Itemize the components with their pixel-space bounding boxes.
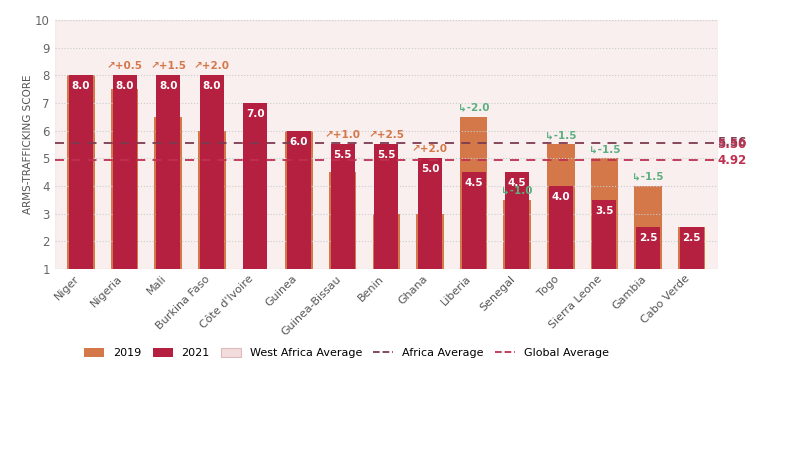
- Text: ↳-1.0: ↳-1.0: [501, 186, 533, 196]
- Text: ↗+1.5: ↗+1.5: [150, 61, 186, 71]
- Bar: [680, 227, 704, 269]
- Bar: [111, 89, 139, 269]
- Text: ↗+1.0: ↗+1.0: [325, 130, 360, 140]
- Bar: [200, 75, 224, 269]
- Text: 5.5: 5.5: [334, 150, 352, 160]
- Text: ↗+2.0: ↗+2.0: [412, 144, 448, 154]
- Text: 4.92: 4.92: [717, 154, 746, 167]
- Bar: [460, 117, 488, 269]
- Text: 6.0: 6.0: [290, 137, 309, 147]
- Text: 8.0: 8.0: [159, 81, 177, 91]
- Text: ↗+2.5: ↗+2.5: [369, 130, 404, 140]
- Text: 7.0: 7.0: [246, 109, 265, 119]
- Bar: [198, 131, 225, 269]
- Y-axis label: ARMS-TRAFFICKING SCORE: ARMS-TRAFFICKING SCORE: [23, 75, 33, 214]
- Bar: [590, 158, 618, 269]
- Bar: [416, 213, 444, 269]
- Bar: [287, 131, 311, 269]
- Bar: [155, 117, 182, 269]
- Text: 2.5: 2.5: [683, 234, 701, 243]
- Text: 8.0: 8.0: [202, 81, 221, 91]
- Text: 5.0: 5.0: [420, 164, 439, 174]
- Bar: [113, 75, 137, 269]
- Bar: [418, 158, 442, 269]
- Bar: [592, 200, 616, 269]
- Text: 4.5: 4.5: [508, 178, 526, 188]
- Bar: [330, 144, 355, 269]
- Text: ↗+0.5: ↗+0.5: [107, 61, 143, 71]
- Bar: [244, 103, 267, 269]
- Bar: [505, 172, 529, 269]
- Bar: [67, 75, 95, 269]
- Text: 8.0: 8.0: [72, 81, 90, 91]
- Bar: [156, 75, 180, 269]
- Text: ↳-1.5: ↳-1.5: [633, 172, 664, 182]
- Bar: [374, 144, 399, 269]
- Bar: [549, 186, 573, 269]
- Text: 2.5: 2.5: [639, 234, 657, 243]
- Legend: 2019, 2021, West Africa Average, Africa Average, Global Average: 2019, 2021, West Africa Average, Africa …: [80, 343, 613, 363]
- Text: 3.5: 3.5: [595, 206, 614, 216]
- Text: ↗+2.0: ↗+2.0: [194, 61, 230, 71]
- Bar: [634, 186, 662, 269]
- Bar: [69, 75, 93, 269]
- Text: 4.5: 4.5: [464, 178, 483, 188]
- Text: 5.56: 5.56: [717, 136, 746, 149]
- Bar: [329, 172, 356, 269]
- Bar: [462, 172, 485, 269]
- Text: 4.0: 4.0: [552, 192, 570, 202]
- Bar: [55, 20, 718, 269]
- Text: ↳-1.5: ↳-1.5: [545, 130, 577, 140]
- Bar: [636, 227, 660, 269]
- Text: 5.50: 5.50: [717, 138, 746, 151]
- Bar: [285, 131, 313, 269]
- Text: ↳-2.0: ↳-2.0: [458, 102, 489, 113]
- Bar: [373, 213, 400, 269]
- Text: 5.5: 5.5: [377, 150, 395, 160]
- Text: 8.0: 8.0: [115, 81, 134, 91]
- Text: ↳-1.5: ↳-1.5: [589, 144, 620, 154]
- Bar: [547, 144, 574, 269]
- Bar: [678, 227, 706, 269]
- Bar: [504, 200, 531, 269]
